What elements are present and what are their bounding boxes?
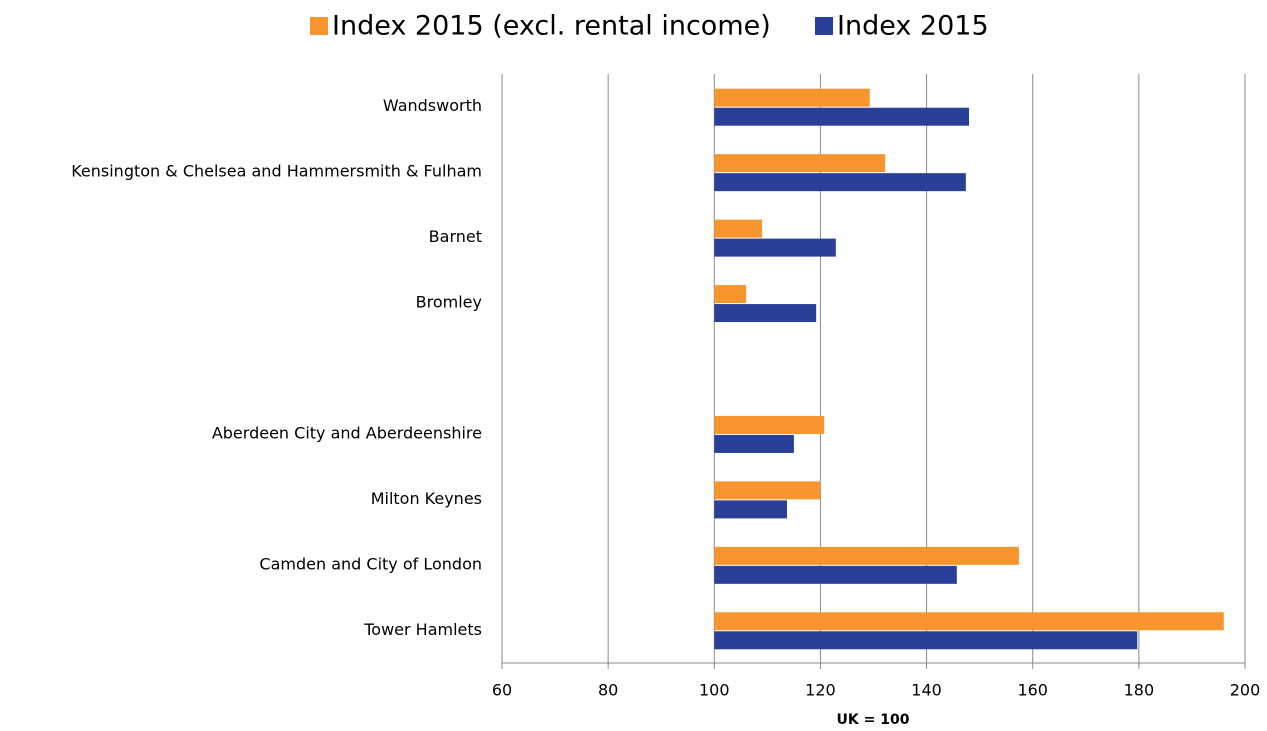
- y-tick-label: Barnet: [429, 227, 482, 246]
- bar: [714, 107, 970, 126]
- x-axis-title: UK = 100: [837, 712, 910, 728]
- bar: [714, 612, 1224, 631]
- x-tick-label: 60: [492, 681, 512, 700]
- bar: [714, 631, 1138, 650]
- legend-swatch: [310, 17, 328, 35]
- bar: [714, 415, 825, 434]
- bar: [714, 565, 957, 584]
- bar: [714, 238, 836, 257]
- y-tick-label: Aberdeen City and Aberdeenshire: [212, 423, 482, 442]
- bar: [714, 481, 821, 500]
- x-tick-label: 120: [805, 681, 836, 700]
- y-tick-label: Camden and City of London: [259, 554, 482, 573]
- x-tick-label: 160: [1017, 681, 1048, 700]
- y-tick-label: Kensington & Chelsea and Hammersmith & F…: [71, 162, 482, 181]
- y-tick-label: Tower Hamlets: [363, 620, 482, 639]
- bar: [714, 173, 966, 192]
- bar: [714, 500, 787, 519]
- x-tick-label: 180: [1124, 681, 1155, 700]
- bar: [714, 88, 870, 107]
- bar: [714, 304, 817, 323]
- x-tick-label: 140: [911, 681, 942, 700]
- legend-label: Index 2015 (excl. rental income): [332, 11, 771, 42]
- x-tick-label: 100: [699, 681, 730, 700]
- x-tick-label: 200: [1230, 681, 1261, 700]
- bar: [714, 546, 1019, 565]
- bar: [714, 219, 763, 238]
- bar: [714, 154, 886, 173]
- bar: [714, 434, 794, 453]
- y-tick-label: Bromley: [416, 293, 482, 312]
- y-tick-label: Milton Keynes: [371, 489, 482, 508]
- bar: [714, 285, 747, 304]
- y-tick-label: Wandsworth: [383, 96, 482, 115]
- legend-swatch: [815, 17, 833, 35]
- x-tick-label: 80: [598, 681, 618, 700]
- legend-label: Index 2015: [837, 11, 989, 42]
